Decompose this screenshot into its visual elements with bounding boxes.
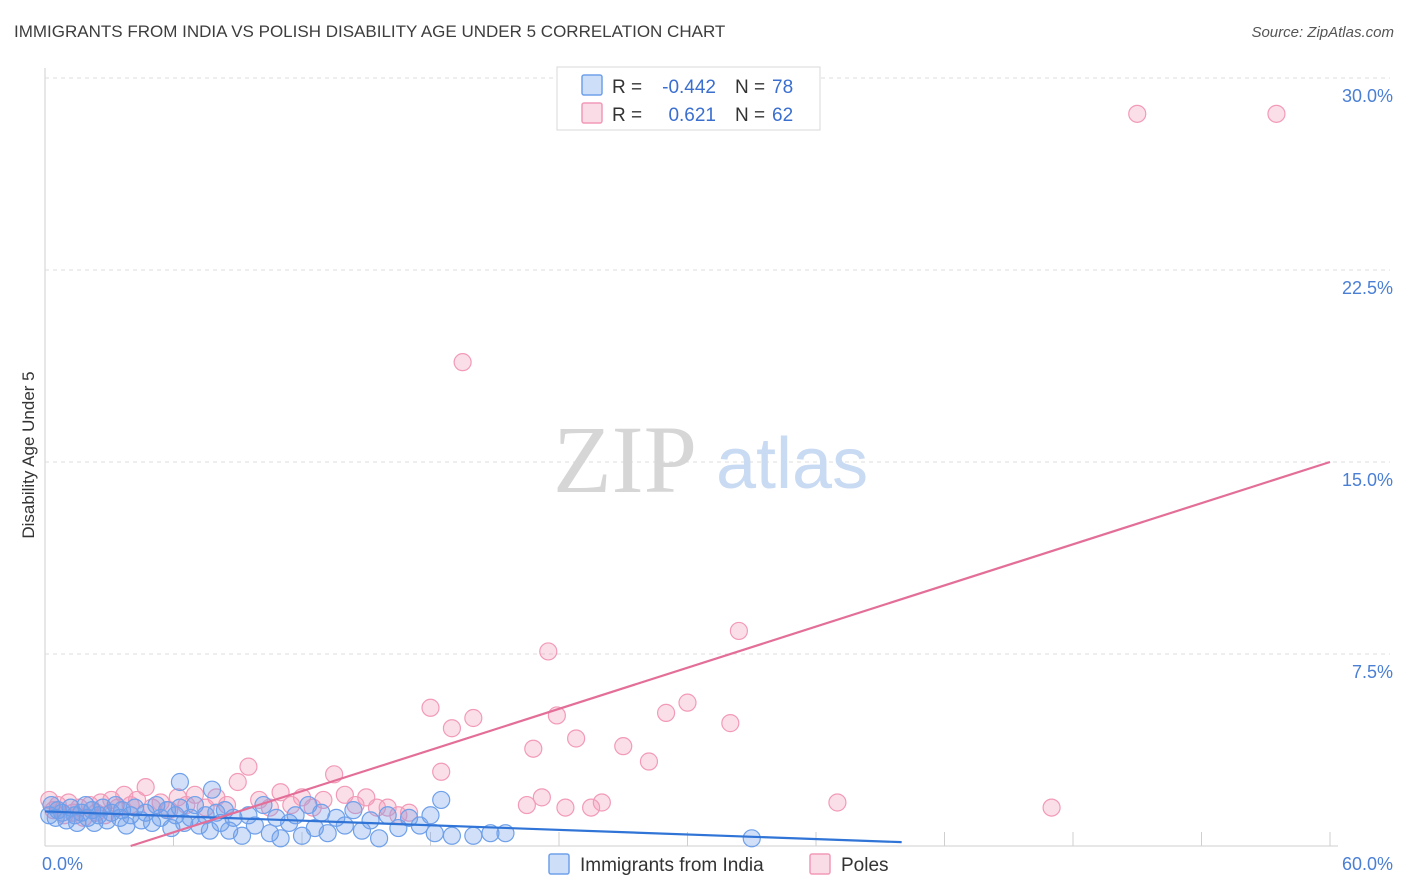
- india-point: [742, 829, 761, 848]
- stats-legend-n-label-india: N =: [735, 77, 765, 98]
- poles-point: [228, 772, 247, 792]
- legend-swatch-poles: [809, 853, 831, 875]
- poles-point: [678, 693, 697, 712]
- india-point: [344, 801, 363, 820]
- trend-lines: [44, 460, 1331, 848]
- poles-point: [453, 353, 472, 372]
- poles-point: [1128, 104, 1147, 123]
- poles-trend-line: [130, 460, 1331, 848]
- legend-swatch-india: [548, 853, 570, 875]
- stats-legend-n-value-india: 78: [772, 77, 793, 98]
- poles-point: [136, 778, 155, 797]
- india-point: [370, 829, 389, 848]
- india-point: [202, 780, 222, 799]
- poles-point: [185, 785, 205, 804]
- poles-point: [539, 642, 558, 661]
- stats-legend-box: [556, 66, 821, 131]
- poles-point: [432, 762, 451, 781]
- gridlines: [45, 77, 1390, 655]
- poles-point: [464, 708, 483, 728]
- x-tick-label: 0.0%: [42, 854, 83, 874]
- india-point: [464, 826, 483, 845]
- stats-legend-r-label-india: R =: [612, 77, 642, 98]
- y-tick-label: 30.0%: [1342, 86, 1393, 106]
- poles-point: [828, 793, 847, 812]
- stats-legend-r-label-poles: R =: [612, 105, 642, 126]
- poles-point: [729, 621, 749, 641]
- poles-point: [1042, 798, 1061, 817]
- poles-point: [532, 788, 551, 807]
- poles-point: [517, 795, 536, 815]
- series-legend: Immigrants from India Poles: [548, 853, 889, 876]
- chart-source: Source: ZipAtlas.com: [1251, 24, 1394, 41]
- poles-point: [556, 798, 575, 817]
- legend-label-poles: Poles: [841, 855, 889, 876]
- poles-point: [421, 698, 440, 717]
- poles-point: [239, 757, 258, 776]
- y-axis-label: Disability Age Under 5: [19, 371, 38, 538]
- stats-legend-n-label-poles: N =: [735, 105, 765, 126]
- poles-point: [614, 737, 633, 756]
- stats-legend-r-value-poles: 0.621: [668, 105, 716, 126]
- poles-point: [567, 729, 586, 748]
- stats-legend-swatch-poles: [581, 102, 603, 124]
- y-tick-label: 15.0%: [1342, 470, 1393, 490]
- x-tick-label: 60.0%: [1342, 854, 1393, 874]
- india-point: [335, 816, 354, 835]
- watermark-zip: ZIP: [553, 406, 697, 513]
- poles-point: [524, 739, 543, 758]
- poles-point: [1267, 104, 1286, 123]
- poles-point: [592, 793, 611, 812]
- poles-point: [721, 714, 740, 733]
- y-tick-label: 22.5%: [1342, 278, 1393, 298]
- poles-point: [399, 803, 419, 822]
- india-point: [432, 790, 451, 810]
- india-point: [271, 829, 290, 848]
- india-point: [170, 772, 190, 792]
- poles-point: [639, 752, 659, 771]
- india-point: [318, 824, 337, 843]
- india-trend-line: [44, 810, 902, 844]
- legend-label-india: Immigrants from India: [580, 855, 764, 876]
- poles-point: [582, 798, 601, 817]
- india-point: [245, 816, 264, 835]
- y-tick-labels: 7.5% 15.0% 22.5% 30.0%: [1342, 86, 1393, 682]
- india-point: [254, 795, 273, 815]
- india-point: [260, 824, 279, 843]
- watermark-atlas: atlas: [716, 424, 868, 504]
- chart-title: IMMIGRANTS FROM INDIA VS POLISH DISABILI…: [14, 22, 726, 41]
- stats-legend: R = -0.442 N = 78 R = 0.621 N = 62: [556, 66, 821, 131]
- india-point: [425, 824, 444, 843]
- stats-legend-n-value-poles: 62: [772, 105, 793, 126]
- india-point: [361, 811, 380, 830]
- india-point: [232, 826, 252, 845]
- series-poles-points: [40, 104, 1286, 827]
- india-point: [481, 824, 500, 843]
- y-tick-label: 7.5%: [1352, 662, 1393, 682]
- india-point: [421, 806, 440, 825]
- stats-legend-r-value-india: -0.442: [662, 77, 716, 98]
- india-point: [442, 826, 462, 845]
- poles-point: [442, 719, 462, 738]
- stats-legend-swatch-india: [581, 74, 603, 96]
- poles-point: [656, 703, 676, 722]
